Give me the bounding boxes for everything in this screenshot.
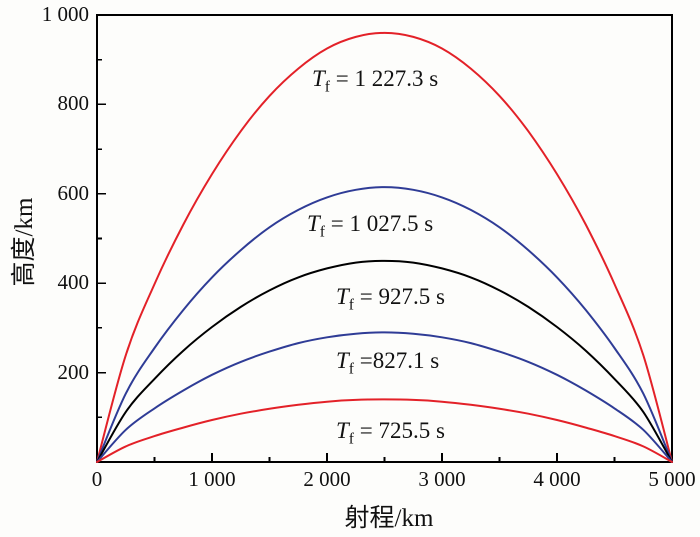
curve-label-tf-1027: Tf = 1 027.5 s <box>307 211 434 240</box>
x-tick-label: 4 000 <box>533 467 581 491</box>
y-axis-title: 高度/km <box>11 197 38 287</box>
trajectory-curve-5 <box>96 398 673 463</box>
tf-value: = 725.5 s <box>359 418 445 443</box>
tf-subscript: f <box>319 223 326 241</box>
tf-symbol: T <box>312 66 325 91</box>
curve-label-tf-725: Tf = 725.5 s <box>336 418 445 447</box>
tf-subscript: f <box>348 430 355 448</box>
tf-subscript: f <box>324 78 331 96</box>
trajectory-curve-3 <box>96 259 673 463</box>
trajectory-curve-4 <box>96 331 673 463</box>
y-tick-label: 1 000 <box>41 2 89 26</box>
y-tick-label: 600 <box>57 180 90 205</box>
tf-subscript: f <box>348 360 355 378</box>
x-tick-label: 3 000 <box>418 467 466 491</box>
tf-value: = 1 027.5 s <box>330 211 434 236</box>
tf-symbol: T <box>336 284 349 309</box>
x-axis-title: 射程/km <box>344 505 434 532</box>
curve-label-tf-827: Tf =827.1 s <box>336 348 440 377</box>
y-tick-label: 400 <box>57 270 90 295</box>
tf-subscript: f <box>348 296 355 314</box>
tf-value: =827.1 s <box>359 348 440 373</box>
trajectory-curve-1 <box>96 31 673 463</box>
tf-symbol: T <box>336 418 349 443</box>
tf-value: = 1 227.3 s <box>335 66 439 91</box>
tf-symbol: T <box>307 211 320 236</box>
x-tick-label: 0 <box>91 467 103 491</box>
y-tick-label: 200 <box>57 359 90 384</box>
x-tick-label: 2 000 <box>303 467 351 491</box>
tf-value: = 927.5 s <box>359 284 445 309</box>
x-tick-label: 5 000 <box>648 467 696 491</box>
x-tick-label: 1 000 <box>188 467 236 491</box>
curve-label-tf-1227: Tf = 1 227.3 s <box>312 66 439 95</box>
tf-symbol: T <box>336 348 349 373</box>
curve-label-tf-927: Tf = 927.5 s <box>336 284 445 313</box>
y-tick-label: 800 <box>57 91 90 116</box>
trajectory-curve-2 <box>96 186 673 463</box>
